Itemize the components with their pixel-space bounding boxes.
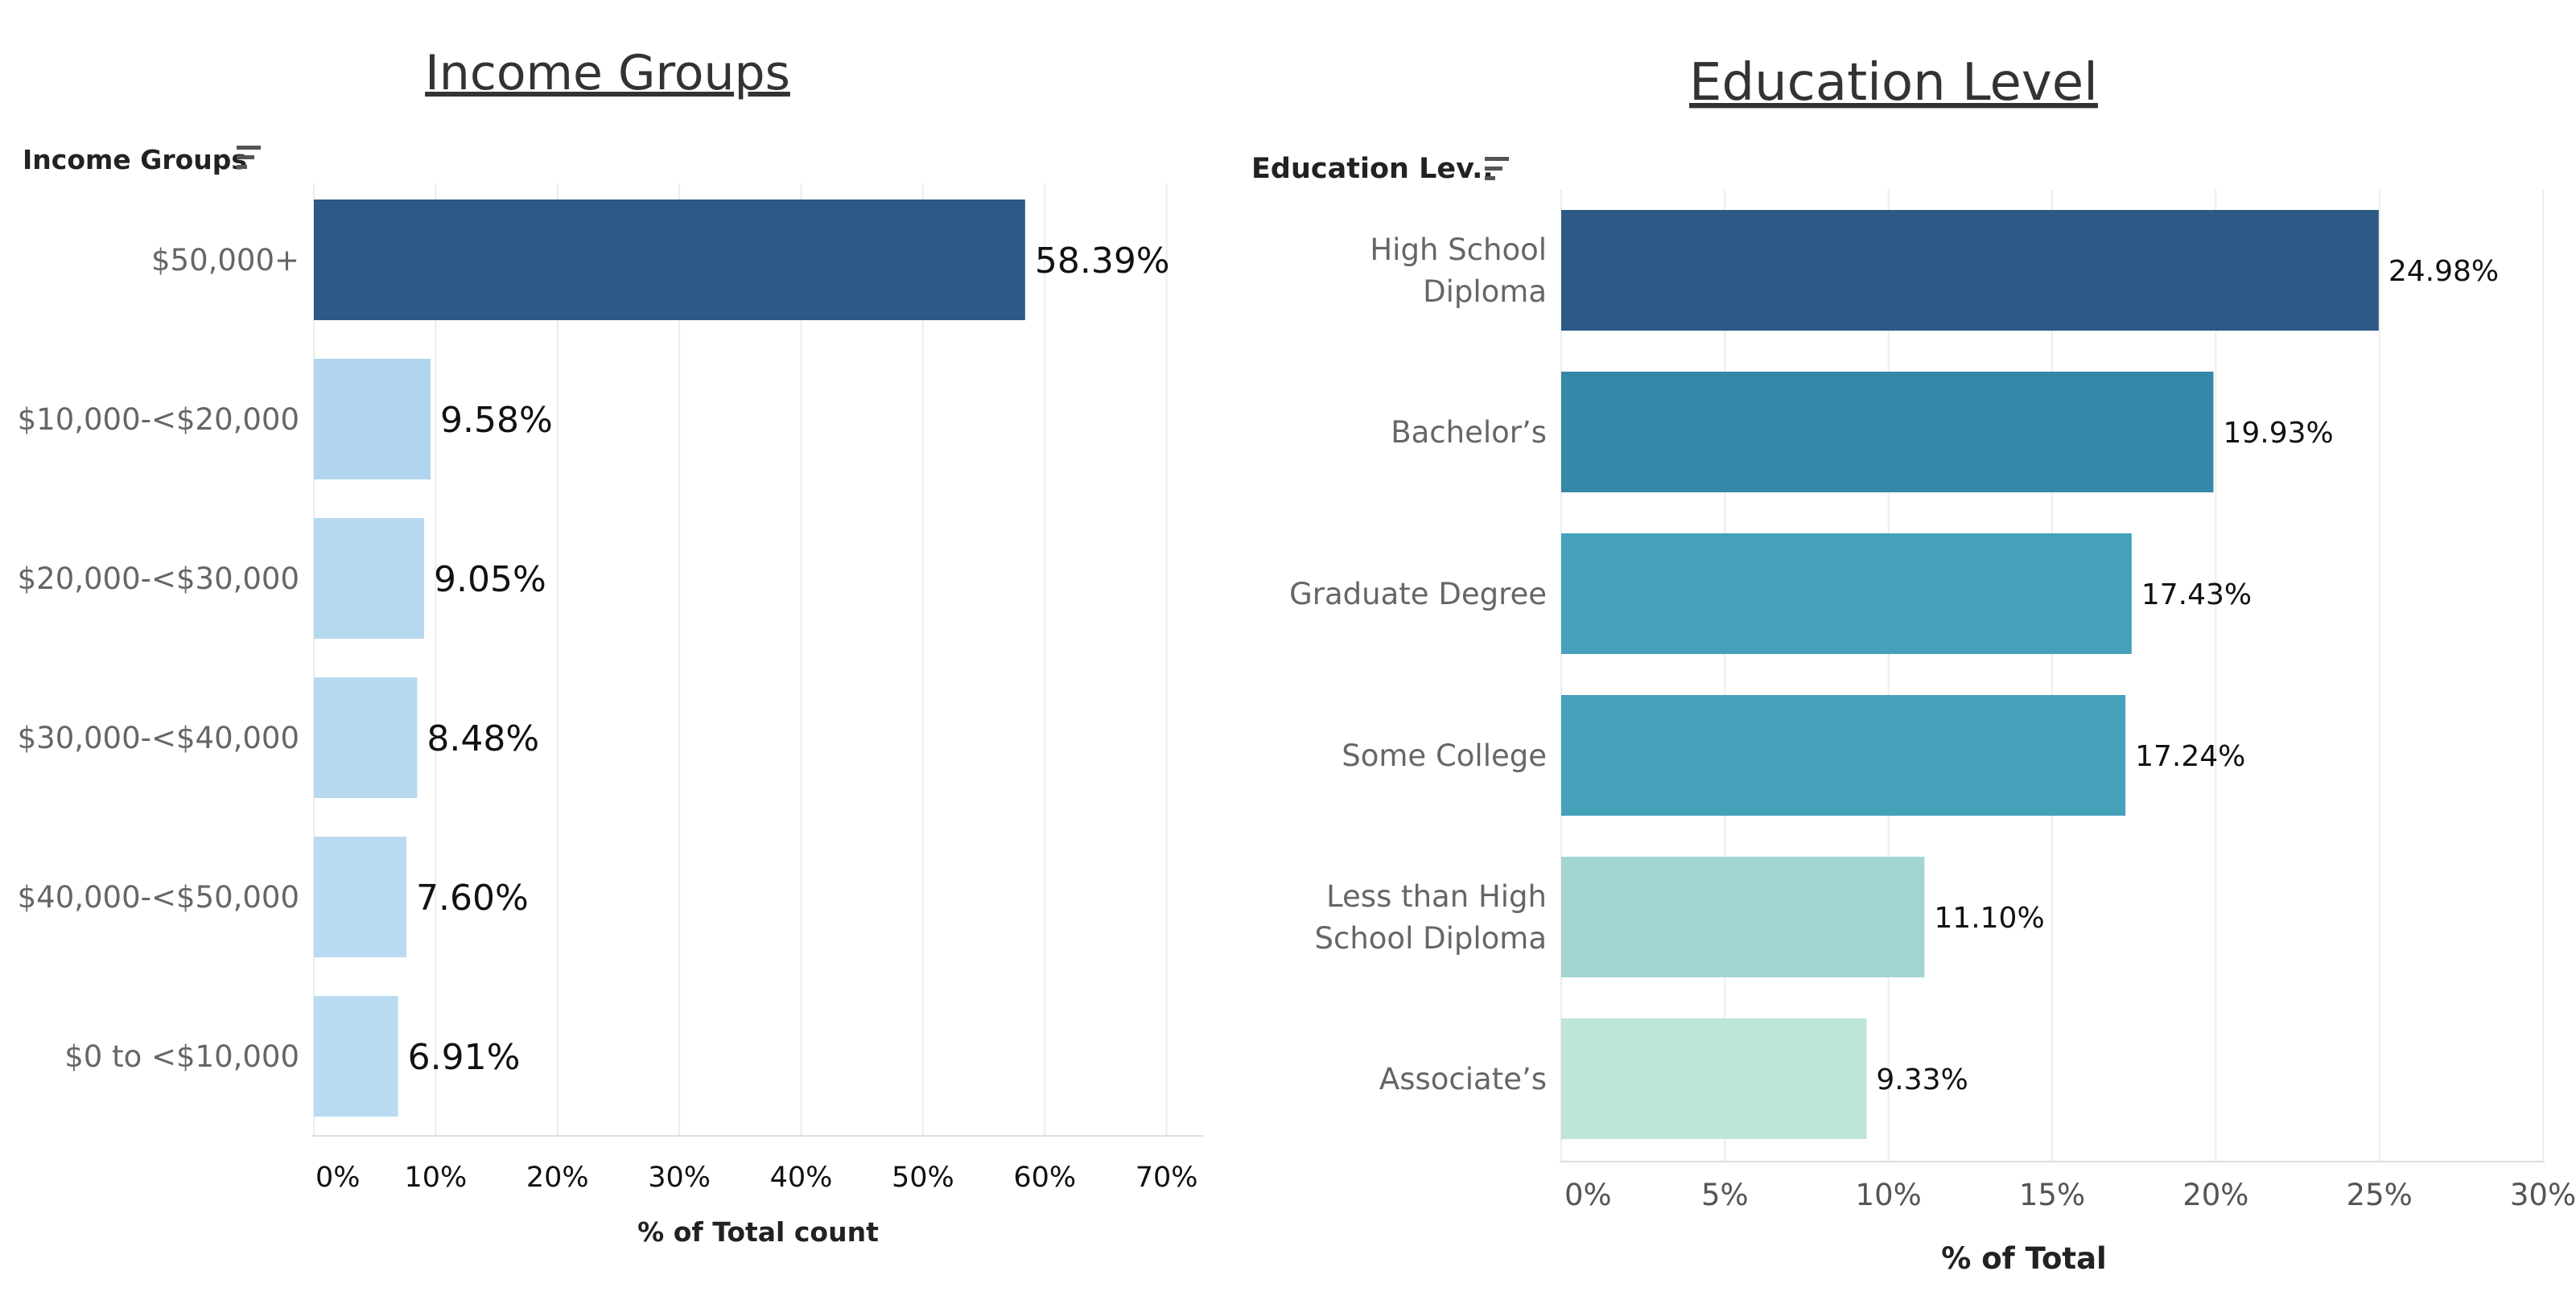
income-x-tick-40: 40% <box>770 1162 833 1194</box>
income-chart-title: Income Groups <box>425 45 790 101</box>
education-x-tick-25: 25% <box>2347 1178 2413 1212</box>
education-value-label-bachelor-s: 19.93% <box>2223 417 2333 450</box>
education-category-label-some-college: Some College <box>1342 738 1547 773</box>
income-value-label-0-to-10-000: 6.91% <box>408 1037 521 1078</box>
education-value-label-high-school-diploma: 24.98% <box>2388 255 2499 288</box>
income-bar-20-000-30-000[interactable] <box>314 518 424 639</box>
education-value-label-some-college: 17.24% <box>2135 740 2245 773</box>
income-category-label-50-000: $50,000+ <box>151 243 299 278</box>
income-category-labels: $50,000+ $10,000-<$20,000 $20,000-<$30,000… <box>18 243 299 1074</box>
education-value-label-less-than-high-school-diploma: 11.10% <box>1934 902 2044 935</box>
income-category-label-20-000-30-000: $20,000-<$30,000 <box>18 562 299 596</box>
income-category-label-10-000-20-000: $10,000-<$20,000 <box>18 402 299 437</box>
education-category-label-high-school-diploma: High School Diploma <box>1370 232 1547 309</box>
education-sort-icon[interactable] <box>1485 157 1509 180</box>
income-value-label-10-000-20-000: 9.58% <box>440 400 553 441</box>
income-value-labels: 58.39% 9.58% 9.05% 8.48% 7.60% 6.91% <box>408 241 1170 1078</box>
income-x-tick-20: 20% <box>526 1162 589 1194</box>
income-bar-50-000[interactable] <box>314 200 1025 320</box>
income-sort-icon[interactable] <box>237 146 261 169</box>
education-x-tick-10: 10% <box>1856 1178 1922 1212</box>
education-bar-high-school-diploma[interactable] <box>1561 210 2379 331</box>
income-gridlines <box>314 183 1167 1136</box>
income-x-tick-10: 10% <box>404 1162 467 1194</box>
income-x-tick-50: 50% <box>892 1162 954 1194</box>
education-bar-less-than-high-school-diploma[interactable] <box>1561 857 1924 977</box>
income-bars <box>314 200 1025 1117</box>
income-x-tick-0: 0% <box>315 1162 361 1194</box>
education-bar-graduate-degree[interactable] <box>1561 533 2132 654</box>
education-category-label-less-than-high-school-diploma: Less than High School Diploma <box>1315 879 1547 956</box>
education-bars <box>1561 210 2379 1139</box>
income-bar-10-000-20-000[interactable] <box>314 359 431 479</box>
income-value-label-30-000-40-000: 8.48% <box>427 718 539 759</box>
income-category-label-0-to-10-000: $0 to <$10,000 <box>64 1039 299 1074</box>
income-category-label-40-000-50-000: $40,000-<$50,000 <box>18 880 299 915</box>
income-value-label-50-000: 58.39% <box>1035 241 1170 282</box>
education-category-labels: High School Diploma Bachelor’s Graduate Deg… <box>1289 232 1547 1096</box>
income-row-header[interactable]: Income Groups <box>23 144 247 175</box>
education-value-label-graduate-degree: 17.43% <box>2141 578 2252 611</box>
income-x-tick-60: 60% <box>1013 1162 1076 1194</box>
income-x-axis-title: % of Total count <box>637 1216 879 1248</box>
income-category-label-30-000-40-000: $30,000-<$40,000 <box>18 721 299 755</box>
education-gridlines <box>1561 190 2543 1162</box>
income-bar-0-to-10-000[interactable] <box>314 996 398 1117</box>
education-bar-some-college[interactable] <box>1561 695 2125 816</box>
education-row-header[interactable]: Education Lev.. <box>1251 153 1494 185</box>
education-x-tick-labels: 0% 5% 10% 15% 20% 25% 30% <box>1564 1178 2576 1212</box>
education-bar-bachelor-s[interactable] <box>1561 372 2213 492</box>
income-x-tick-labels: 0% 10% 20% 30% 40% 50% 60% 70% <box>315 1162 1197 1194</box>
income-bar-30-000-40-000[interactable] <box>314 677 417 798</box>
income-bar-40-000-50-000[interactable] <box>314 837 406 957</box>
income-x-tick-30: 30% <box>648 1162 711 1194</box>
education-x-tick-15: 15% <box>2019 1178 2085 1212</box>
education-category-label-associate-s: Associate’s <box>1379 1062 1547 1096</box>
income-x-tick-70: 70% <box>1136 1162 1198 1194</box>
income-groups-chart: Income Groups Income Groups $50,000+ $10,… <box>18 45 1203 1248</box>
education-value-label-associate-s: 9.33% <box>1876 1063 1968 1096</box>
education-category-label-graduate-degree: Graduate Degree <box>1289 577 1547 611</box>
education-chart-title: Education Level <box>1689 53 2098 113</box>
education-category-label-bachelor-s: Bachelor’s <box>1391 415 1547 450</box>
education-x-tick-0: 0% <box>1564 1178 1612 1212</box>
education-x-tick-5: 5% <box>1701 1178 1749 1212</box>
education-x-axis-title: % of Total <box>1941 1241 2106 1276</box>
education-bar-associate-s[interactable] <box>1561 1018 1866 1139</box>
education-x-tick-30: 30% <box>2510 1178 2576 1212</box>
income-value-label-40-000-50-000: 7.60% <box>416 878 529 919</box>
education-level-chart: Education Level Education Lev.. High Sch… <box>1251 53 2576 1276</box>
education-x-tick-20: 20% <box>2182 1178 2248 1212</box>
income-value-label-20-000-30-000: 9.05% <box>434 559 546 600</box>
